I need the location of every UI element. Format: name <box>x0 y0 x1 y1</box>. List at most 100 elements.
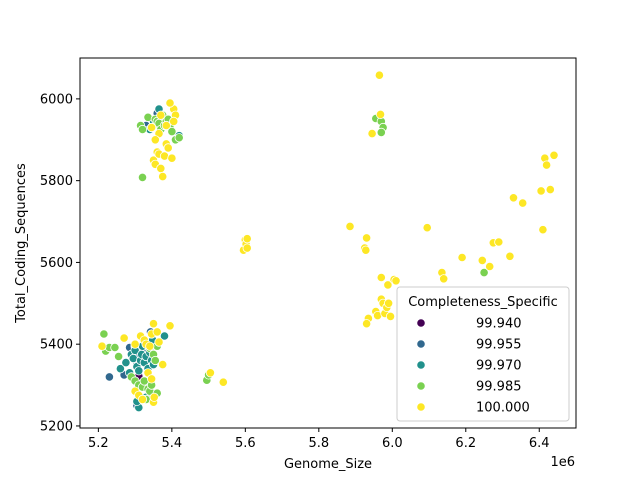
data-point-99.970 <box>121 357 131 368</box>
data-point-100.000 <box>422 223 432 233</box>
data-point-99.970 <box>159 331 170 341</box>
data-point-99.985 <box>99 329 109 339</box>
data-point-100.000 <box>149 392 159 402</box>
data-point-99.985 <box>114 351 124 362</box>
data-point-100.000 <box>494 237 504 247</box>
data-point-100.000 <box>242 234 252 244</box>
data-point-100.000 <box>545 185 555 195</box>
legend-label-100.000: 100.000 <box>476 401 530 416</box>
legend-entries: 99.940 99.955 99.970 99.985 100.000 <box>416 317 530 416</box>
data-point-100.000 <box>505 251 515 261</box>
legend: Completeness_Specific 99.940 99.955 99.970… <box>396 286 570 422</box>
data-point-100.000 <box>147 122 157 133</box>
data-point-100.000 <box>148 319 159 329</box>
data-point-100.000 <box>439 274 449 284</box>
data-point-100.000 <box>152 327 162 337</box>
data-point-100.000 <box>391 276 401 286</box>
data-point-100.000 <box>167 153 177 163</box>
points-layer <box>97 70 559 413</box>
data-point-99.955 <box>104 372 115 382</box>
data-point-100.000 <box>130 339 140 349</box>
data-point-99.985 <box>137 124 148 135</box>
y-tick-label: 5200 <box>40 419 73 434</box>
data-point-100.000 <box>119 333 129 343</box>
data-point-100.000 <box>165 321 175 331</box>
data-point-100.000 <box>477 255 487 265</box>
legend-marker-99.970 <box>416 360 426 370</box>
x-tick-label: 5.6 <box>235 436 256 451</box>
data-point-100.000 <box>169 116 179 127</box>
data-point-100.000 <box>161 120 171 131</box>
data-point-100.000 <box>361 233 372 243</box>
data-point-100.000 <box>205 368 215 378</box>
data-point-100.000 <box>361 319 372 329</box>
x-axis-title: Genome_Size <box>284 457 372 472</box>
x-axis-offset-label: 1e6 <box>550 455 575 470</box>
data-point-100.000 <box>163 143 173 153</box>
legend-title: Completeness_Specific <box>408 295 558 310</box>
data-point-100.000 <box>97 341 107 351</box>
data-point-100.000 <box>376 272 386 283</box>
x-tick-label: 5.4 <box>162 436 183 451</box>
data-point-100.000 <box>158 359 168 370</box>
legend-label-99.970: 99.970 <box>476 359 522 374</box>
y-axis-title: Total_Coding_Sequences <box>14 163 29 324</box>
legend-box <box>396 286 570 422</box>
x-tick-label: 5.8 <box>308 436 329 451</box>
x-tick-label: 6.4 <box>529 436 550 451</box>
legend-label-99.955: 99.955 <box>476 338 522 353</box>
data-point-100.000 <box>518 198 528 208</box>
data-point-100.000 <box>538 225 548 235</box>
data-point-99.985 <box>479 267 489 278</box>
data-point-100.000 <box>374 70 384 80</box>
data-point-99.985 <box>174 133 184 143</box>
data-point-99.985 <box>150 355 160 366</box>
legend-label-99.940: 99.940 <box>476 317 522 332</box>
ticks-layer: 5.2 5.4 5.6 5.8 6.0 6.2 6.4 5200 5400 5600 5800 600… <box>40 92 550 451</box>
data-point-100.000 <box>508 193 519 203</box>
data-point-100.000 <box>137 394 148 404</box>
data-point-100.000 <box>154 337 164 347</box>
legend-marker-99.985 <box>416 381 426 391</box>
data-point-100.000 <box>147 374 157 384</box>
data-point-100.000 <box>383 280 393 290</box>
data-point-100.000 <box>150 135 160 145</box>
data-point-100.000 <box>485 261 495 272</box>
data-point-99.970 <box>115 364 126 374</box>
data-point-100.000 <box>156 110 166 120</box>
data-point-100.000 <box>549 150 559 160</box>
legend-label-99.985: 99.985 <box>476 380 522 395</box>
legend-marker-99.955 <box>416 339 426 349</box>
data-point-100.000 <box>541 160 552 170</box>
data-point-100.000 <box>158 172 168 182</box>
y-tick-label: 5400 <box>40 338 73 353</box>
y-tick-label: 5800 <box>40 174 73 189</box>
y-tick-label: 5600 <box>40 256 73 271</box>
data-point-100.000 <box>242 243 252 253</box>
data-point-100.000 <box>218 377 228 387</box>
data-point-100.000 <box>361 245 371 255</box>
data-point-100.000 <box>145 341 155 351</box>
x-tick-label: 5.2 <box>88 436 109 451</box>
data-point-100.000 <box>375 109 386 120</box>
data-point-99.985 <box>167 127 177 137</box>
data-point-100.000 <box>345 221 355 231</box>
data-point-99.985 <box>137 172 148 182</box>
data-point-99.985 <box>110 342 120 353</box>
x-tick-label: 6.2 <box>455 436 476 451</box>
data-point-100.000 <box>457 252 467 263</box>
data-point-100.000 <box>156 163 166 173</box>
data-point-100.000 <box>367 129 377 139</box>
x-tick-label: 6.0 <box>382 436 403 451</box>
legend-marker-100.000 <box>416 402 426 412</box>
data-point-100.000 <box>165 98 175 108</box>
data-point-100.000 <box>385 311 396 321</box>
data-point-99.970 <box>134 366 144 376</box>
data-point-99.985 <box>376 127 386 137</box>
plot-frame <box>79 57 577 429</box>
data-point-100.000 <box>536 186 546 196</box>
data-point-100.000 <box>383 298 394 308</box>
y-tick-label: 6000 <box>40 92 73 107</box>
legend-marker-99.940 <box>416 318 426 328</box>
